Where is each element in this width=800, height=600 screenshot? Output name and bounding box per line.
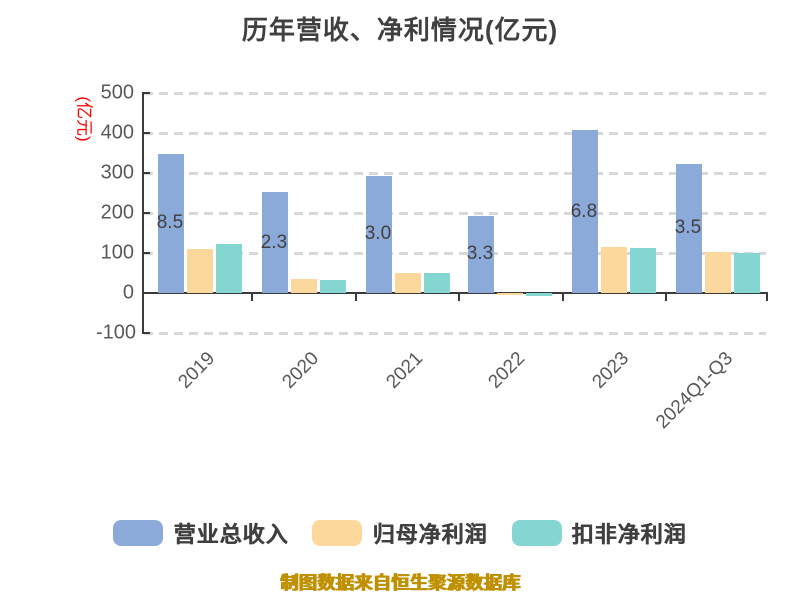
bar-value-label-2023: 6.8 <box>570 200 598 222</box>
y-tick-label: 0 <box>122 281 134 304</box>
y-tick-label: 500 <box>100 81 134 104</box>
gridline-300 <box>144 172 766 175</box>
bar-net-profit-2023 <box>601 247 627 293</box>
chart-title: 历年营收、净利情况(亿元) <box>241 15 559 45</box>
legend-label-revenue: 营业总收入 <box>173 522 289 547</box>
gridline-200 <box>144 212 766 215</box>
x-category-label-2024Q1-Q3: 2024Q1-Q3 <box>651 348 737 434</box>
bar-value-label-2019: 8.5 <box>156 212 184 234</box>
bar-revenue-2021 <box>366 175 392 293</box>
bar-net-profit-2024Q1-Q3 <box>705 252 731 293</box>
bar-net-profit-2022 <box>497 293 523 296</box>
legend: 营业总收入 归母净利润 扣非净利润 <box>0 517 800 549</box>
bar-non-gaap-net-profit-2024Q1-Q3 <box>734 253 760 293</box>
x-tick-mark <box>251 293 253 301</box>
y-tick-mark <box>142 252 150 254</box>
y-tick-mark <box>142 292 150 294</box>
x-tick-mark <box>766 293 768 301</box>
y-tick-mark <box>142 172 150 174</box>
x-category-label-2019: 2019 <box>174 348 219 393</box>
gridline-100 <box>144 252 766 255</box>
legend-item-net-profit: 归母净利润 <box>312 517 487 549</box>
bar-value-label-2021: 3.0 <box>364 223 392 245</box>
legend-label-non-gaap-net-profit: 扣非净利润 <box>571 522 687 547</box>
bar-revenue-2024Q1-Q3 <box>676 163 702 293</box>
y-tick-mark <box>142 332 150 334</box>
y-tick-mark <box>142 212 150 214</box>
x-axis-line <box>142 292 768 294</box>
bar-non-gaap-net-profit-2023 <box>630 247 656 293</box>
legend-item-revenue: 营业总收入 <box>113 517 288 549</box>
x-tick-mark <box>355 293 357 301</box>
legend-swatch-net-profit <box>312 520 363 546</box>
x-tick-mark <box>458 293 460 301</box>
gridline--100 <box>144 332 766 335</box>
legend-swatch-non-gaap-net-profit <box>511 520 562 546</box>
y-tick-mark <box>142 92 150 94</box>
footer-source-note: 制图数据来自恒生聚源数据库 <box>279 573 521 593</box>
bar-non-gaap-net-profit-2020 <box>320 279 346 293</box>
bar-net-profit-2019 <box>187 249 213 293</box>
x-tick-mark <box>562 293 564 301</box>
bar-value-label-2022: 3.3 <box>466 243 494 265</box>
x-category-label-2022: 2022 <box>484 348 529 393</box>
x-category-label-2023: 2023 <box>588 348 633 393</box>
bar-non-gaap-net-profit-2021 <box>424 273 450 293</box>
y-tick-label: 100 <box>100 241 134 264</box>
x-category-label-2020: 2020 <box>278 348 323 393</box>
y-tick-mark <box>142 132 150 134</box>
bar-value-label-2024Q1-Q3: 3.5 <box>674 217 702 239</box>
bar-revenue-2023 <box>572 130 598 293</box>
legend-swatch-revenue <box>113 520 164 546</box>
y-axis-unit-label: (亿元) <box>74 96 94 142</box>
legend-item-non-gaap-net-profit: 扣非净利润 <box>511 517 687 549</box>
y-tick-label: 200 <box>100 201 134 224</box>
x-tick-mark <box>665 293 667 301</box>
plot-area: 500 400 300 200 100 0 -100 8.5 2.3 3.0 3.3 6.8 3.5 20… <box>96 82 768 433</box>
y-tick-label: -100 <box>96 321 137 344</box>
gridline-500 <box>144 92 766 95</box>
bar-revenue-2019 <box>158 153 184 293</box>
bar-net-profit-2020 <box>291 279 317 293</box>
gridline-400 <box>144 132 766 135</box>
y-tick-label: 300 <box>100 161 134 184</box>
bar-revenue-2022 <box>468 215 494 293</box>
bar-value-label-2020: 2.3 <box>260 231 288 253</box>
legend-label-net-profit: 归母净利润 <box>372 522 488 547</box>
x-category-label-2021: 2021 <box>382 348 427 393</box>
y-tick-label: 400 <box>100 121 134 144</box>
bar-non-gaap-net-profit-2022 <box>526 293 552 297</box>
bar-non-gaap-net-profit-2019 <box>216 244 242 293</box>
bar-net-profit-2021 <box>395 273 421 293</box>
bar-revenue-2020 <box>262 192 288 293</box>
